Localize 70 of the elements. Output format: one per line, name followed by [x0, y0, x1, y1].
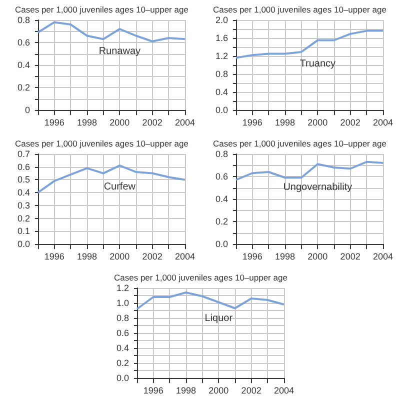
line-series: [37, 164, 186, 194]
x-tick-label: 1998: [76, 252, 98, 262]
y-tick-label: 0.2: [17, 213, 30, 224]
y-tick-label: 0.7: [17, 149, 30, 159]
y-axis-title: Cases per 1,000 juveniles ages 10–upper age: [213, 4, 387, 14]
x-tick-label: 1996: [242, 118, 262, 128]
x-tick-label: 1998: [76, 118, 98, 128]
y-tick-label: 0.8: [116, 313, 129, 323]
y-tick-label: 0.6: [17, 38, 30, 48]
x-tick-label: 2002: [340, 118, 360, 128]
x-tick-label: 2000: [208, 386, 229, 396]
x-tick-label: 1998: [176, 386, 196, 396]
series-label: Runaway: [98, 46, 141, 57]
y-tick-label: 0.0: [17, 239, 30, 249]
x-tick-label: 1996: [44, 118, 64, 128]
y-tick-label: 0.0: [215, 239, 228, 249]
x-tick-label: 2002: [142, 118, 162, 128]
y-tick-label: 0.4: [116, 343, 129, 353]
x-tick-label: 2004: [274, 386, 294, 396]
y-tick-label: 1.0: [116, 298, 129, 308]
x-tick-label: 2002: [142, 252, 162, 262]
y-tick-label: 0.8: [17, 15, 30, 25]
y-tick-label: 0.8: [215, 149, 228, 159]
x-tick-label: 1996: [143, 386, 164, 396]
x-tick-label: 2000: [308, 252, 328, 262]
series-label: Truancy: [300, 58, 336, 70]
y-tick-label: 0.0: [215, 105, 228, 115]
y-axis-title: Cases per 1,000 juveniles ages 10–upper age: [15, 4, 189, 14]
y-tick-label: 1.2: [116, 283, 129, 293]
line-series: [235, 30, 384, 59]
y-axis-title: Cases per 1,000 juveniles ages 10–upper age: [114, 272, 288, 282]
y-tick-label: 0.8: [215, 69, 228, 79]
series-label: Curfew: [104, 182, 136, 193]
y-tick-label: 0.2: [215, 216, 228, 226]
y-tick-label: 0.2: [17, 82, 30, 92]
line-series: [136, 292, 285, 310]
y-tick-label: 0.6: [17, 162, 30, 172]
y-tick-label: 0.0: [116, 373, 129, 383]
y-tick-label: 0.1: [17, 226, 30, 236]
series-label: Liquor: [204, 312, 234, 324]
y-axis-title: Cases per 1,000 juveniles ages 10–upper age: [15, 138, 189, 148]
y-tick-label: 0.6: [215, 172, 228, 182]
x-tick-label: 1996: [242, 252, 262, 262]
y-tick-label: 0.4: [215, 87, 228, 97]
y-tick-label: 0.3: [17, 200, 30, 210]
series-label: Ungovernability: [283, 182, 352, 194]
line-series: [235, 160, 384, 181]
x-tick-label: 2004: [372, 252, 394, 262]
y-tick-label: 0.2: [116, 358, 129, 368]
x-tick-label: 2000: [308, 118, 328, 128]
y-tick-label: 0: [24, 105, 30, 115]
y-tick-label: 2.0: [215, 15, 228, 25]
y-tick-label: 0.4: [17, 188, 30, 198]
y-tick-label: 0.4: [17, 60, 30, 70]
x-tick-label: 1996: [44, 252, 64, 262]
x-tick-label: 1998: [274, 252, 296, 262]
x-tick-label: 2004: [174, 252, 196, 262]
x-tick-label: 2002: [241, 386, 262, 396]
x-tick-label: 1998: [274, 118, 296, 128]
x-tick-label: 2000: [110, 252, 130, 262]
y-tick-label: 0.5: [17, 174, 30, 185]
x-tick-label: 2002: [340, 252, 360, 262]
y-tick-label: 0.4: [215, 194, 228, 204]
x-tick-label: 2000: [110, 118, 130, 128]
y-axis-title: Cases per 1,000 juveniles ages 10–upper age: [213, 138, 387, 148]
x-tick-label: 2004: [372, 118, 394, 128]
y-tick-label: 1.6: [215, 33, 228, 43]
y-tick-label: 1.2: [215, 51, 228, 61]
y-tick-label: 0.6: [116, 328, 129, 338]
x-tick-label: 2004: [174, 118, 196, 128]
